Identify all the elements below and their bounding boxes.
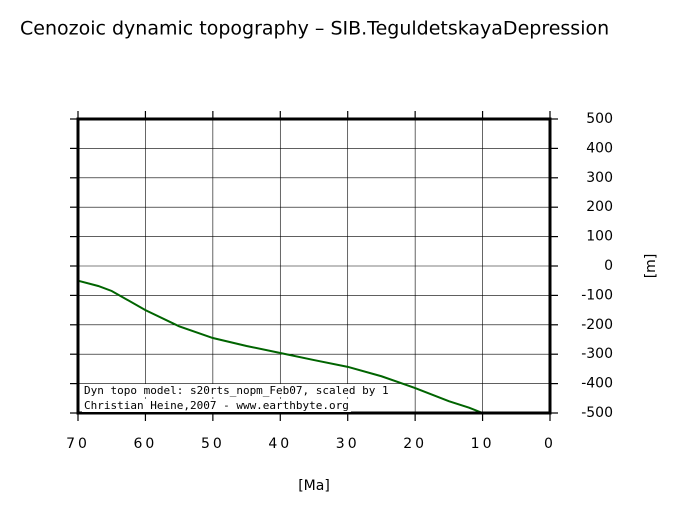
data-line <box>77 279 483 414</box>
y-tick-label: 500 <box>586 111 613 127</box>
x-tick-label: 30 <box>336 436 360 452</box>
y-tick-label: -100 <box>581 287 613 303</box>
y-tick-label: 300 <box>586 170 613 186</box>
y-tick-label: 200 <box>586 199 613 215</box>
y-tick-label: 400 <box>586 140 613 156</box>
y-tick-label: -500 <box>581 405 613 421</box>
y-tick-label: -400 <box>581 376 613 392</box>
x-axis-label: [Ma] <box>298 478 330 494</box>
x-tick-label: 60 <box>134 436 158 452</box>
annotation-bg <box>82 384 391 397</box>
annotation-bg <box>82 399 351 412</box>
y-axis-label: [m] <box>643 254 659 279</box>
x-tick-label: 0 <box>544 436 556 452</box>
annotation: Dyn topo model: s20rts_nopm_Feb07, scale… <box>84 384 389 397</box>
y-tick-label: -300 <box>581 346 613 362</box>
y-tick-label: 100 <box>586 229 613 245</box>
annotation: Christian Heine,2007 - www.earthbyte.org <box>84 399 349 412</box>
x-tick-label: 10 <box>471 436 495 452</box>
x-tick-label: 70 <box>66 436 90 452</box>
x-tick-label: 20 <box>403 436 427 452</box>
x-tick-label: 50 <box>201 436 225 452</box>
x-tick-label: 40 <box>268 436 292 452</box>
chart-title: Cenozoic dynamic topography – SIB.Teguld… <box>20 18 609 40</box>
frame <box>76 117 552 415</box>
y-tick-label: 0 <box>604 258 613 274</box>
y-tick-label: -200 <box>581 317 613 333</box>
